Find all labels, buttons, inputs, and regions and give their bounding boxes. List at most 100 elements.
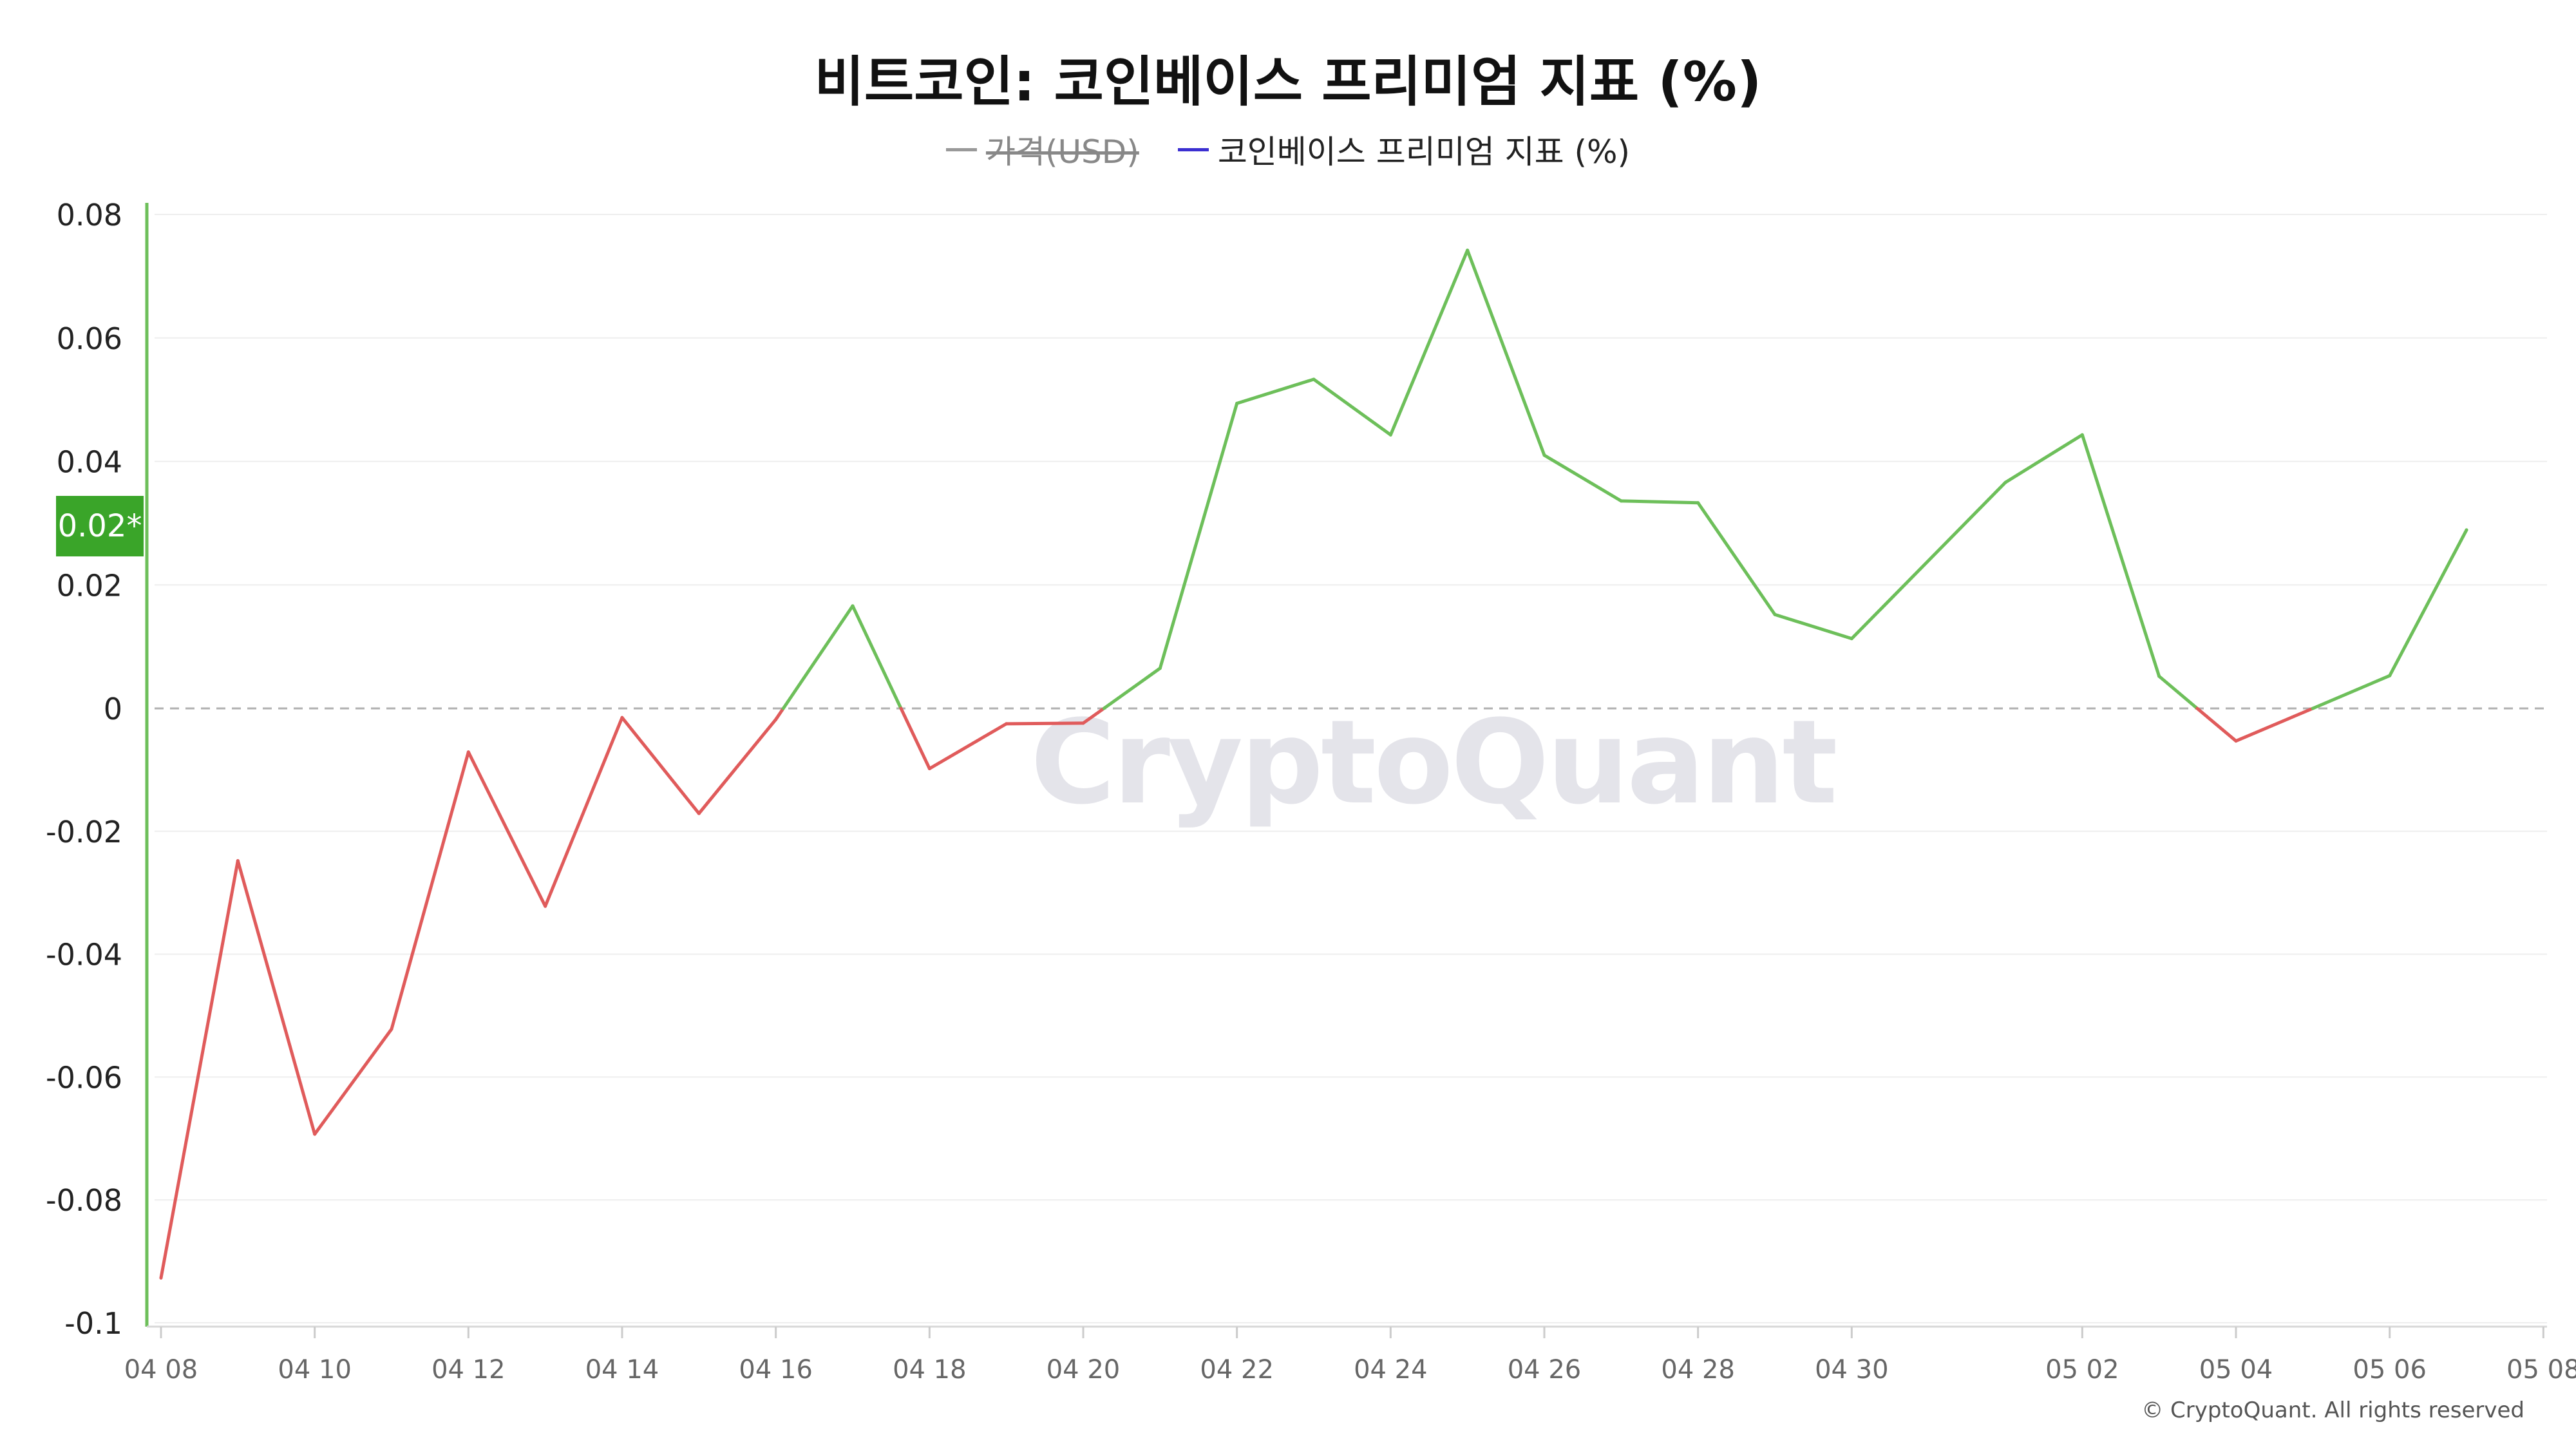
data-point	[1773, 612, 1777, 616]
series-line-segment	[697, 717, 778, 815]
x-tick-label: 04 08	[124, 1355, 198, 1385]
data-point	[2388, 674, 2392, 677]
y-tick-label: -0.06	[46, 1060, 122, 1095]
x-tick-label: 04 30	[1815, 1355, 1889, 1385]
legend-item-premium[interactable]: 코인베이스 프리미엄 지표 (%)	[1177, 126, 1631, 173]
data-point	[1466, 249, 1470, 252]
x-tick-label: 04 12	[431, 1355, 506, 1385]
x-tick-label: 04 28	[1661, 1355, 1735, 1385]
data-point	[390, 1027, 393, 1031]
legend-item-price[interactable]: 가격(USD)	[945, 126, 1139, 173]
legend: 가격(USD) 코인베이스 프리미엄 지표 (%)	[0, 126, 2576, 173]
x-tick-label: 05 06	[2353, 1355, 2427, 1385]
y-tick-label: -0.1	[64, 1306, 122, 1341]
series-line-segment	[1466, 249, 1546, 457]
series-line-segment	[1235, 377, 1316, 405]
series-line-segment	[1158, 401, 1239, 670]
x-tick-label: 04 18	[893, 1355, 967, 1385]
data-point	[2234, 739, 2238, 743]
series-line-segment	[774, 706, 785, 721]
legend-label-price: 가격(USD)	[985, 133, 1139, 171]
series-line-segment	[851, 604, 903, 710]
watermark: CryptoQuant	[1030, 696, 1838, 830]
x-tick-label: 04 16	[739, 1355, 813, 1385]
data-point	[466, 750, 470, 754]
data-point	[1081, 721, 1085, 725]
series-line-segment	[1542, 453, 1623, 503]
current-value-badge: 0.02*	[56, 496, 144, 556]
series-line-segment	[620, 715, 701, 815]
series-line-segment	[927, 722, 1009, 770]
chart-title: 비트코인: 코인베이스 프리미엄 지표 (%)	[814, 50, 1762, 113]
y-tick-label: -0.02	[46, 815, 122, 849]
y-tick-label: -0.04	[46, 938, 122, 972]
y-tick-label: 0.06	[57, 321, 122, 356]
x-tick-label: 05 04	[2199, 1355, 2273, 1385]
legend-label-premium: 코인베이스 프리미엄 지표 (%)	[1217, 133, 1631, 171]
data-point	[313, 1132, 317, 1136]
data-point	[620, 715, 624, 719]
series-line-segment	[781, 604, 855, 710]
data-point	[2003, 480, 2007, 484]
series-line-segment	[390, 750, 470, 1031]
x-tick-label: 04 14	[585, 1355, 659, 1385]
data-point	[2157, 674, 2161, 678]
x-tick-label: 04 10	[278, 1355, 352, 1385]
y-tick-label: 0.02	[57, 568, 122, 603]
series-line-segment	[236, 859, 317, 1136]
series-line-segment	[1081, 706, 1106, 725]
series-line-segment	[1005, 721, 1085, 726]
series-line-segment	[1850, 480, 2007, 641]
data-point	[697, 811, 701, 815]
series-line-segment	[1773, 612, 1853, 641]
copyright-text: © CryptoQuant. All rights reserved	[2141, 1397, 2524, 1423]
data-point	[544, 904, 547, 908]
x-tick-label: 04 22	[1200, 1355, 1274, 1385]
series-line-segment	[1619, 499, 1700, 505]
y-tick-label: 0.04	[57, 445, 122, 480]
data-point	[774, 717, 778, 721]
data-point	[236, 859, 240, 863]
data-point	[1005, 722, 1009, 726]
data-point	[1388, 433, 1392, 437]
series-line-segment	[544, 715, 624, 908]
series-line-segment	[2195, 706, 2238, 743]
data-point	[1542, 453, 1546, 457]
x-tick-label: 04 24	[1354, 1355, 1428, 1385]
data-point	[1158, 667, 1162, 670]
x-tick-label: 05 08	[2506, 1355, 2576, 1385]
x-tick-label: 04 26	[1508, 1355, 1582, 1385]
data-point	[1850, 637, 1853, 641]
series-line-segment	[2234, 706, 2315, 743]
x-tick-label: 04 20	[1046, 1355, 1121, 1385]
data-point	[927, 766, 931, 770]
series-line-segment	[2080, 433, 2161, 678]
series-line-segment	[159, 859, 240, 1280]
data-point	[851, 604, 855, 608]
series-line-segment	[2003, 433, 2084, 484]
legend-swatch-price	[945, 147, 977, 151]
data-point	[159, 1276, 163, 1280]
series-line-segment	[1388, 249, 1470, 437]
y-tick-label: 0	[104, 692, 122, 726]
x-tick-label: 05 02	[2045, 1355, 2119, 1385]
legend-swatch-premium	[1177, 147, 1209, 151]
series-line-segment	[466, 750, 547, 908]
data-point	[1235, 401, 1239, 405]
y-tick-label: 0.08	[57, 198, 122, 232]
data-point	[1619, 499, 1623, 503]
data-point	[1312, 377, 1316, 381]
data-point	[2080, 433, 2084, 437]
data-point	[1696, 501, 1700, 505]
series-line-segment	[2311, 674, 2392, 710]
y-tick-label: -0.08	[46, 1183, 122, 1218]
series-line-segment	[1102, 667, 1162, 710]
data-point	[2465, 528, 2468, 532]
series-line-segment	[2157, 674, 2199, 710]
series-line-segment	[1312, 377, 1392, 437]
series-line-segment	[1696, 501, 1777, 616]
data-point	[2311, 706, 2315, 710]
series-line-segment	[899, 706, 931, 770]
series-line-segment	[313, 1027, 393, 1136]
